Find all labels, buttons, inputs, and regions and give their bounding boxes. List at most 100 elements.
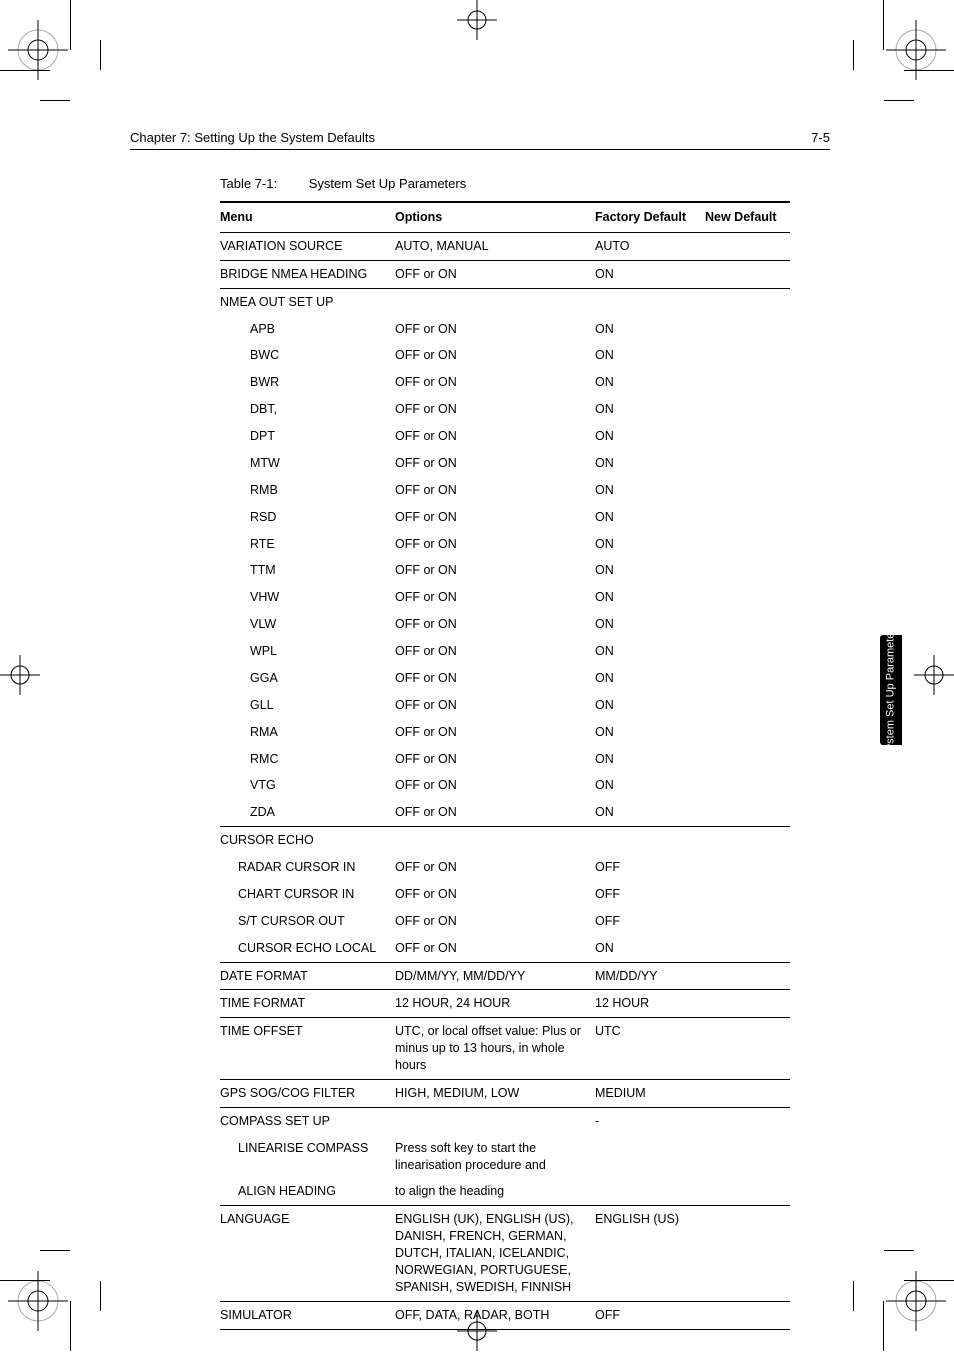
crop-mark-icon bbox=[70, 0, 71, 50]
cell-menu: TIME FORMAT bbox=[220, 990, 395, 1018]
cell-new-default bbox=[705, 1079, 790, 1107]
table-row: WPLOFF or ONON bbox=[220, 638, 790, 665]
cell-menu-text: LINEARISE COMPASS bbox=[220, 1140, 368, 1157]
cell-new-default bbox=[705, 772, 790, 799]
cell-factory-default: ON bbox=[595, 557, 705, 584]
cell-new-default bbox=[705, 881, 790, 908]
cell-options: OFF or ON bbox=[395, 638, 595, 665]
cell-new-default bbox=[705, 827, 790, 854]
cell-menu: APB bbox=[220, 316, 395, 343]
cell-menu-text: CHART CURSOR IN bbox=[220, 886, 354, 903]
cell-options: OFF or ON bbox=[395, 772, 595, 799]
crop-mark-icon bbox=[884, 100, 914, 101]
cell-options: 12 HOUR, 24 HOUR bbox=[395, 990, 595, 1018]
table-row: DBT,OFF or ONON bbox=[220, 396, 790, 423]
table-caption-title: System Set Up Parameters bbox=[309, 176, 467, 191]
cell-options: OFF or ON bbox=[395, 746, 595, 773]
cell-options: OFF or ON bbox=[395, 611, 595, 638]
cell-new-default bbox=[705, 746, 790, 773]
cell-menu-text: BWC bbox=[220, 347, 279, 364]
cell-new-default bbox=[705, 854, 790, 881]
cell-menu-text: WPL bbox=[220, 643, 277, 660]
cell-menu: ZDA bbox=[220, 799, 395, 826]
cell-factory-default: - bbox=[595, 1107, 705, 1134]
cell-options: OFF or ON bbox=[395, 719, 595, 746]
cell-menu-text: MTW bbox=[220, 455, 280, 472]
crop-mark-icon bbox=[853, 1281, 854, 1311]
cell-new-default bbox=[705, 584, 790, 611]
cell-factory-default: ON bbox=[595, 342, 705, 369]
cell-factory-default: ON bbox=[595, 692, 705, 719]
table-row: BWCOFF or ONON bbox=[220, 342, 790, 369]
registration-mark-icon bbox=[0, 645, 50, 705]
cell-menu: DATE FORMAT bbox=[220, 962, 395, 990]
parameters-table: Menu Options Factory Default New Default… bbox=[220, 201, 790, 1330]
cell-menu: GLL bbox=[220, 692, 395, 719]
table-header-row: Menu Options Factory Default New Default bbox=[220, 202, 790, 232]
table-row: VHWOFF or ONON bbox=[220, 584, 790, 611]
crop-mark-icon bbox=[883, 0, 884, 50]
cell-menu: S/T CURSOR OUT bbox=[220, 908, 395, 935]
cell-menu: CURSOR ECHO bbox=[220, 827, 395, 854]
cell-options: OFF, DATA, RADAR, BOTH bbox=[395, 1301, 595, 1329]
table-row: TIME OFFSETUTC, or local offset value: P… bbox=[220, 1018, 790, 1080]
cell-factory-default: ON bbox=[595, 450, 705, 477]
cell-menu-text: TTM bbox=[220, 562, 276, 579]
table-row: ZDAOFF or ONON bbox=[220, 799, 790, 826]
registration-mark-icon bbox=[886, 20, 946, 80]
cell-factory-default: OFF bbox=[595, 1301, 705, 1329]
cell-new-default bbox=[705, 799, 790, 826]
cell-menu: RMB bbox=[220, 477, 395, 504]
table-row: CHART CURSOR INOFF or ONOFF bbox=[220, 881, 790, 908]
table-row: GGAOFF or ONON bbox=[220, 665, 790, 692]
cell-factory-default: ON bbox=[595, 772, 705, 799]
cell-menu: DBT, bbox=[220, 396, 395, 423]
cell-options: OFF or ON bbox=[395, 935, 595, 962]
cell-factory-default: ON bbox=[595, 396, 705, 423]
cell-options: OFF or ON bbox=[395, 423, 595, 450]
cell-options: to align the heading bbox=[395, 1178, 595, 1205]
cell-menu: GPS SOG/COG FILTER bbox=[220, 1079, 395, 1107]
cell-factory-default: 12 HOUR bbox=[595, 990, 705, 1018]
table-row: S/T CURSOR OUT OFF or ONOFF bbox=[220, 908, 790, 935]
cell-options bbox=[395, 1107, 595, 1134]
cell-new-default bbox=[705, 531, 790, 558]
cell-menu-text: VHW bbox=[220, 589, 279, 606]
cell-options: OFF or ON bbox=[395, 477, 595, 504]
section-tab: System Set Up Parameters bbox=[880, 635, 902, 745]
cell-menu: BRIDGE NMEA HEADING bbox=[220, 260, 395, 288]
cell-menu-text: BWR bbox=[220, 374, 279, 391]
cell-factory-default: MM/DD/YY bbox=[595, 962, 705, 990]
cell-new-default bbox=[705, 1178, 790, 1205]
cell-new-default bbox=[705, 450, 790, 477]
cell-factory-default: ON bbox=[595, 369, 705, 396]
table-row: RMBOFF or ONON bbox=[220, 477, 790, 504]
cell-menu-text: ALIGN HEADING bbox=[220, 1183, 336, 1200]
cell-factory-default: ON bbox=[595, 935, 705, 962]
cell-new-default bbox=[705, 288, 790, 315]
cell-factory-default: OFF bbox=[595, 908, 705, 935]
cell-new-default bbox=[705, 1135, 790, 1179]
crop-mark-icon bbox=[40, 100, 70, 101]
table-row: MTWOFF or ONON bbox=[220, 450, 790, 477]
cell-menu-text: S/T CURSOR OUT bbox=[220, 913, 345, 930]
table-row: RMAOFF or ONON bbox=[220, 719, 790, 746]
cell-factory-default bbox=[595, 1178, 705, 1205]
cell-menu: RMA bbox=[220, 719, 395, 746]
cell-menu-text: GGA bbox=[220, 670, 278, 687]
cell-options: OFF or ON bbox=[395, 584, 595, 611]
cell-factory-default bbox=[595, 827, 705, 854]
cell-options: OFF or ON bbox=[395, 369, 595, 396]
cell-new-default bbox=[705, 1018, 790, 1080]
running-head-left: Chapter 7: Setting Up the System Default… bbox=[130, 130, 375, 145]
cell-options: Press soft key to start the linearisatio… bbox=[395, 1135, 595, 1179]
cell-options: OFF or ON bbox=[395, 665, 595, 692]
cell-options: OFF or ON bbox=[395, 908, 595, 935]
cell-menu-text: CURSOR ECHO LOCAL bbox=[220, 940, 376, 957]
cell-options: ENGLISH (UK), ENGLISH (US), DANISH, FREN… bbox=[395, 1206, 595, 1301]
col-header-options: Options bbox=[395, 202, 595, 232]
cell-new-default bbox=[705, 935, 790, 962]
cell-factory-default: MEDIUM bbox=[595, 1079, 705, 1107]
crop-mark-icon bbox=[904, 70, 954, 71]
cell-options: OFF or ON bbox=[395, 531, 595, 558]
